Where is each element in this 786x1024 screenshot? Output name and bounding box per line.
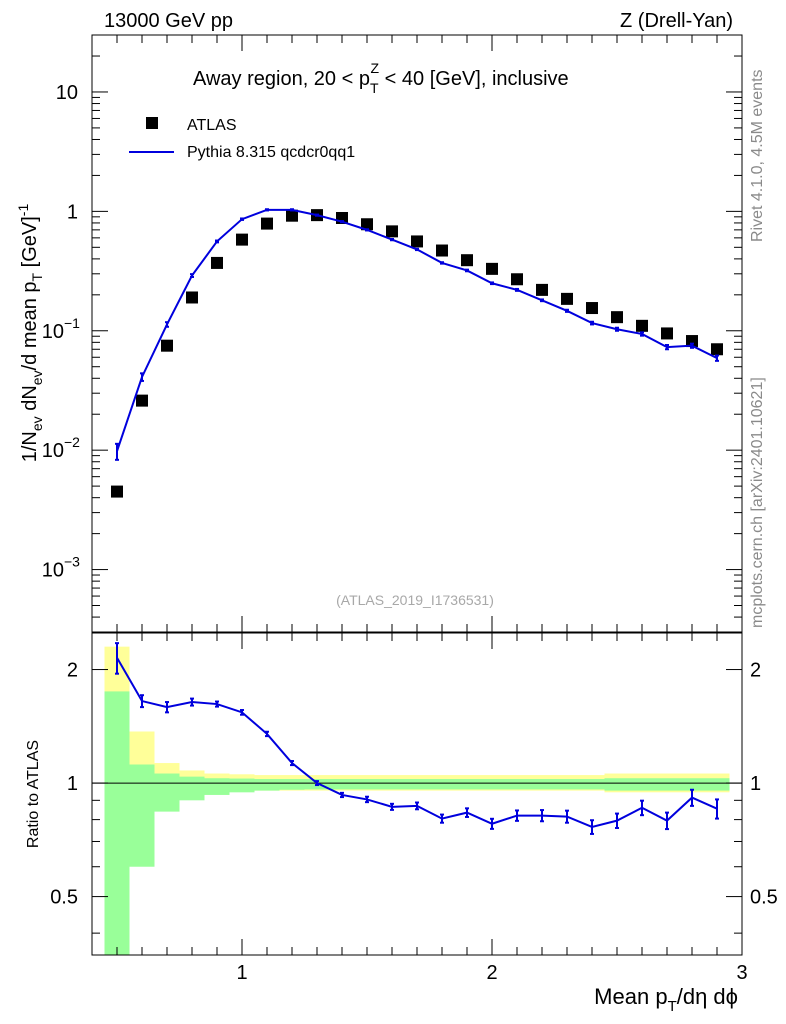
ratio-ytick-label-right: 2 (750, 660, 761, 682)
atlas-point (411, 235, 423, 248)
main-ytick-label: 10 (56, 82, 78, 104)
stat-band (454, 779, 480, 790)
stat-band (604, 778, 630, 791)
ratio-xtick-label: 1 (236, 962, 247, 984)
atlas-point (161, 339, 173, 352)
stat-band (504, 779, 530, 790)
main-frame (91, 34, 743, 633)
atlas-point (586, 302, 598, 315)
process-label: Z (Drell-Yan) (620, 10, 733, 32)
mcplots-label: mcplots.cern.ch [arXiv:2401.10621] (749, 377, 766, 628)
stat-band (429, 779, 455, 790)
main-ytick-label: 1 (67, 201, 78, 223)
ratio-ytick-label: 2 (67, 660, 78, 682)
atlas-point (236, 233, 248, 246)
atlas-point (136, 394, 148, 407)
atlas-point (561, 292, 573, 305)
atlas-point (386, 225, 398, 238)
atlas-point (636, 319, 648, 332)
stat-band (254, 779, 280, 791)
stat-band (554, 779, 580, 790)
ratio-series (115, 642, 719, 835)
main-ytick-exponent: −2 (64, 434, 80, 450)
ratio-ylabel: Ratio to ATLAS (25, 740, 42, 848)
rivet-label: Rivet 4.1.0, 4.5M events (749, 69, 766, 242)
legend-atlas-marker (146, 117, 158, 129)
stat-band (704, 778, 730, 791)
stat-band (404, 779, 430, 790)
atlas-point (536, 283, 548, 296)
atlas-point (461, 254, 473, 267)
ratio-axis-ticks: 1 2 3 0.5 0.5 1 1 2 2 (50, 633, 778, 984)
atlas-point (186, 291, 198, 304)
main-ytick-exponent: −1 (64, 315, 80, 331)
ratio-ytick-label: 0.5 (50, 887, 78, 909)
stat-band (529, 779, 555, 790)
stat-band (679, 778, 705, 791)
stat-band (204, 778, 230, 795)
atlas-point (111, 485, 123, 498)
atlas-point (286, 209, 298, 222)
stat-band (629, 778, 655, 791)
atlas-point (261, 217, 273, 230)
ratio-xtick-label: 2 (486, 962, 497, 984)
ratio-uncertainty-bands (104, 646, 730, 955)
analysis-reference: (ATLAS_2019_I1736531) (336, 592, 494, 608)
stat-band (379, 779, 405, 790)
main-ytick-label: 10 (42, 440, 64, 462)
main-ytick-label: 10 (42, 321, 64, 343)
stat-band (654, 778, 680, 791)
stat-band (354, 779, 380, 790)
atlas-point (486, 262, 498, 275)
stat-band (479, 779, 505, 790)
atlas-point (511, 273, 523, 286)
stat-band (104, 691, 130, 955)
ratio-frame (91, 632, 743, 956)
atlas-point (686, 335, 698, 348)
legend-mc-label: Pythia 8.315 qcdcr0qq1 (187, 144, 355, 161)
stat-band (579, 779, 605, 790)
main-ylabel: 1/Nev dNev/d mean pT [GeV]-1 (15, 204, 45, 463)
legend-atlas-label: ATLAS (187, 117, 237, 134)
main-ytick-label: 10 (42, 560, 64, 582)
xlabel: Mean pT/dη dϕ (594, 984, 738, 1015)
main-series (111, 208, 723, 498)
ratio-xtick-label: 3 (736, 962, 747, 984)
atlas-point (361, 218, 373, 231)
stat-band (329, 779, 355, 790)
atlas-point (661, 327, 673, 340)
plot-title: Away region, 20 < pTZ < 40 [GeV], inclus… (193, 60, 569, 96)
ratio-ytick-label: 1 (67, 773, 78, 795)
ratio-ytick-label-right: 0.5 (750, 887, 778, 909)
main-ytick-exponent: −3 (64, 554, 80, 570)
energy-label: 13000 GeV pp (104, 10, 233, 32)
atlas-point (711, 343, 723, 356)
stat-band (179, 776, 205, 801)
stat-band (154, 773, 180, 812)
stat-band (129, 764, 155, 867)
stat-band (229, 778, 255, 793)
ratio-ytick-label-right: 1 (750, 773, 761, 795)
stat-band (279, 779, 305, 790)
atlas-point (436, 244, 448, 257)
atlas-point (211, 256, 223, 269)
atlas-point (611, 311, 623, 324)
